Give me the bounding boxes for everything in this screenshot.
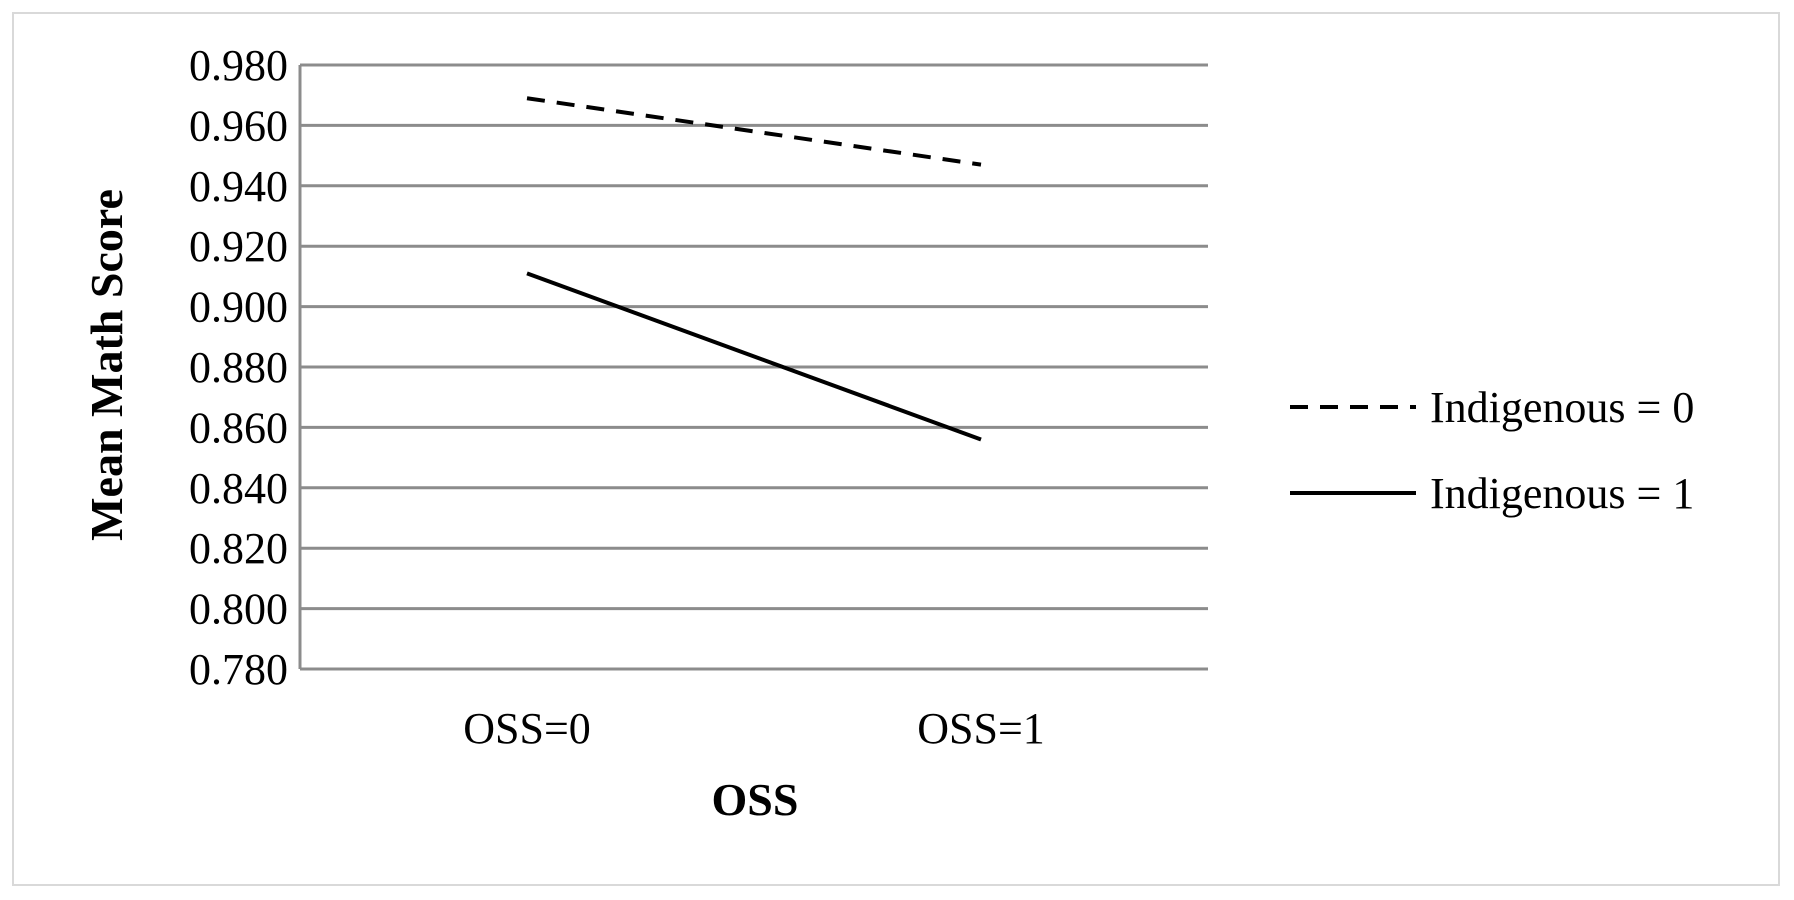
y-tick-label: 0.880 bbox=[189, 343, 288, 392]
series-lines bbox=[526, 96, 982, 442]
y-tick-label: 0.860 bbox=[189, 403, 288, 452]
y-tick-label: 0.800 bbox=[189, 585, 288, 634]
legend: Indigenous = 0 Indigenous = 1 bbox=[1290, 383, 1694, 518]
legend-label: Indigenous = 1 bbox=[1430, 469, 1694, 518]
legend-label: Indigenous = 0 bbox=[1430, 383, 1694, 432]
y-tick-label: 0.840 bbox=[189, 464, 288, 513]
y-tick-label: 0.980 bbox=[189, 41, 288, 90]
x-tick-labels: OSS=0 OSS=1 bbox=[463, 704, 1045, 753]
y-axis-title: Mean Math Score bbox=[81, 189, 132, 541]
x-axis-title: OSS bbox=[712, 774, 799, 825]
gridlines bbox=[300, 63, 1208, 671]
series-line bbox=[526, 96, 982, 167]
y-tick-label: 0.960 bbox=[189, 101, 288, 150]
y-tick-label: 0.940 bbox=[189, 162, 288, 211]
y-tick-label: 0.820 bbox=[189, 524, 288, 573]
y-tick-label: 0.900 bbox=[189, 283, 288, 332]
y-tick-label: 0.780 bbox=[189, 645, 288, 694]
series-line bbox=[526, 271, 982, 442]
y-tick-label: 0.920 bbox=[189, 222, 288, 271]
chart-frame bbox=[12, 12, 1780, 886]
y-tick-labels: 0.980 0.960 0.940 0.920 0.900 0.880 0.860 0.840… bbox=[189, 41, 288, 694]
x-tick-label: OSS=0 bbox=[463, 704, 591, 753]
x-tick-label: OSS=1 bbox=[917, 704, 1045, 753]
